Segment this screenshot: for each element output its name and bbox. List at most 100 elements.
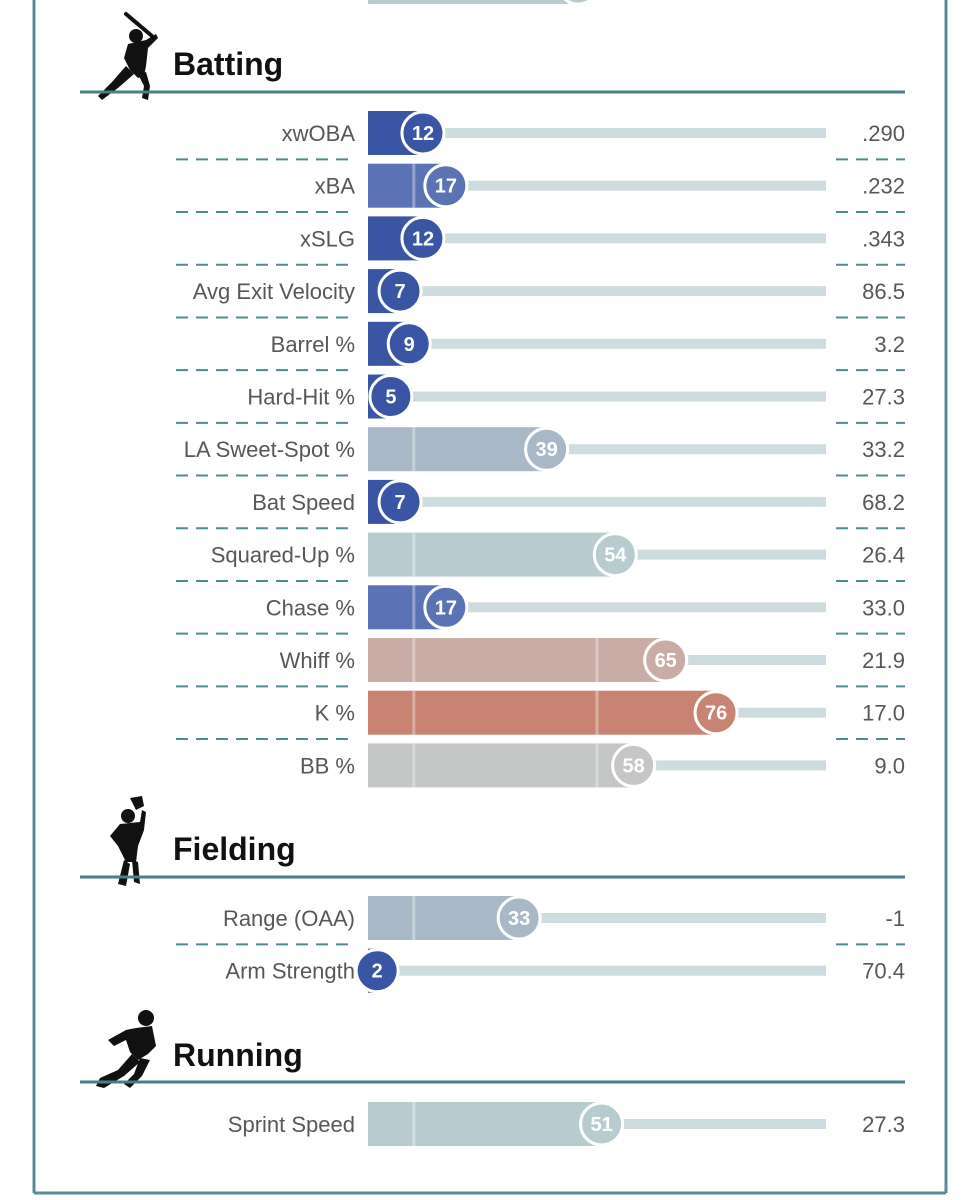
metric-row-whiff: 65 Whiff % 21.9 (176, 637, 905, 688)
metric-value: 3.2 (874, 332, 905, 357)
section-batting: Batting (80, 12, 905, 100)
section-running: Running (80, 1010, 905, 1088)
percentile-track (445, 602, 826, 613)
percentile-bubble (400, 110, 446, 156)
metric-row-sprint-speed: 51 Sprint Speed 27.3 (228, 1101, 905, 1147)
card-frame (32, 0, 948, 1195)
percentile-track (445, 180, 826, 191)
metric-value: .343 (862, 226, 905, 251)
metric-label: Arm Strength (225, 959, 355, 984)
percentile-value: 33 (508, 908, 530, 930)
metric-row-hard-hit: 5 Hard-Hit % 27.3 (176, 374, 905, 424)
metric-label: Bat Speed (252, 490, 355, 515)
percentile-bar (368, 896, 520, 940)
metric-label: Hard-Hit % (247, 385, 355, 410)
percentile-value: 2 (372, 961, 383, 983)
metric-row-squared-up: 54 Squared-Up % 26.4 (176, 532, 905, 582)
metric-row-xwoba: 12 xwOBA .290 (176, 110, 905, 161)
percentile-value: 39 (535, 439, 557, 461)
percentile-value: 9 (404, 334, 415, 356)
percentile-bubble (611, 742, 657, 788)
section-title-running: Running (173, 1037, 303, 1073)
metric-value: 26.4 (862, 543, 905, 568)
percentile-bar (368, 532, 616, 577)
metric-value: -1 (885, 906, 905, 931)
percentile-track (422, 128, 826, 138)
percentile-track (601, 1119, 826, 1129)
previous-section-bar-partial (368, 0, 568, 4)
metric-row-k: 76 K % 17.0 (176, 690, 905, 741)
percentile-bubble (693, 690, 739, 736)
metric-row-arm-strength: 2 Arm Strength 70.4 (225, 948, 905, 994)
percentile-bubble (524, 426, 570, 472)
batter-silhouette-icon (98, 12, 158, 100)
percentile-track (400, 286, 826, 297)
section-title-fielding: Fielding (173, 831, 296, 867)
metric-value: 33.2 (862, 437, 905, 462)
metric-value: .290 (862, 121, 905, 146)
metric-label: Squared-Up % (211, 543, 355, 568)
percentile-value: 65 (655, 650, 677, 672)
percentile-value: 17 (435, 176, 457, 198)
metric-rows: 12 xwOBA .290 17 xBA .232 12 xSLG .343 7 Avg Exit … (176, 110, 905, 1147)
percentile-bar (368, 427, 547, 472)
metric-value: 27.3 (862, 385, 905, 410)
percentile-bubble (496, 895, 542, 941)
percentile-track (519, 913, 826, 923)
percentile-bubble (423, 163, 469, 209)
metric-label: Avg Exit Velocity (193, 279, 355, 304)
metric-label: Whiff % (280, 648, 355, 673)
metric-value: 68.2 (862, 490, 905, 515)
section-fielding: Fielding (80, 796, 905, 886)
fielder-silhouette-icon (110, 796, 146, 886)
percentile-track (633, 760, 826, 771)
metric-row-bb: 58 BB % 9.0 (300, 742, 905, 788)
percentile-value: 58 (623, 755, 645, 777)
metric-value: 86.5 (862, 279, 905, 304)
percentile-bar (368, 1102, 602, 1146)
metric-row-xba: 17 xBA .232 (176, 163, 905, 214)
metric-row-avg-exit-velocity: 7 Avg Exit Velocity 86.5 (176, 268, 905, 319)
percentile-track (615, 549, 826, 560)
percentile-bubble (377, 268, 423, 314)
metric-row-bat-speed: 7 Bat Speed 68.2 (176, 479, 905, 530)
percentile-bubble (368, 374, 414, 419)
percentile-bubble (354, 948, 400, 994)
section-title-batting: Batting (173, 46, 283, 82)
metric-label: xwOBA (282, 121, 356, 146)
percentile-value: 12 (412, 123, 434, 145)
metric-value: 27.3 (862, 1112, 905, 1137)
metric-label: Chase % (266, 595, 355, 620)
percentile-track (377, 965, 826, 976)
metric-row-range-oaa: 33 Range (OAA) -1 (176, 895, 905, 946)
percentile-track (546, 444, 826, 455)
metric-label: LA Sweet-Spot % (184, 437, 355, 462)
metric-value: 21.9 (862, 648, 905, 673)
percentile-bubble (386, 321, 432, 367)
percentile-bar (368, 743, 634, 788)
percentile-bar (368, 690, 717, 735)
percentile-track (665, 655, 826, 665)
percentile-track (422, 233, 826, 244)
metric-row-chase: 17 Chase % 33.0 (176, 584, 905, 635)
metric-value: .232 (862, 174, 905, 199)
metric-row-xslg: 12 xSLG .343 (176, 215, 905, 266)
percentile-value: 54 (604, 545, 627, 567)
percentile-bubble (423, 584, 469, 630)
percentile-bubble (592, 532, 638, 578)
previous-section-bubble-partial (563, 0, 593, 6)
percentile-track (716, 707, 826, 718)
percentile-value: 7 (394, 492, 405, 514)
percentile-value: 51 (590, 1114, 612, 1136)
percentile-bar (368, 638, 666, 682)
runner-silhouette-icon (96, 1010, 156, 1088)
percentile-bubble (579, 1101, 625, 1147)
percentile-value: 12 (412, 228, 434, 250)
metric-label: xBA (315, 174, 356, 199)
percentile-bubble (377, 479, 423, 525)
percentile-bubble (400, 215, 446, 261)
metric-row-barrel: 9 Barrel % 3.2 (176, 321, 905, 372)
metric-label: K % (315, 701, 355, 726)
percentile-value: 7 (394, 281, 405, 303)
